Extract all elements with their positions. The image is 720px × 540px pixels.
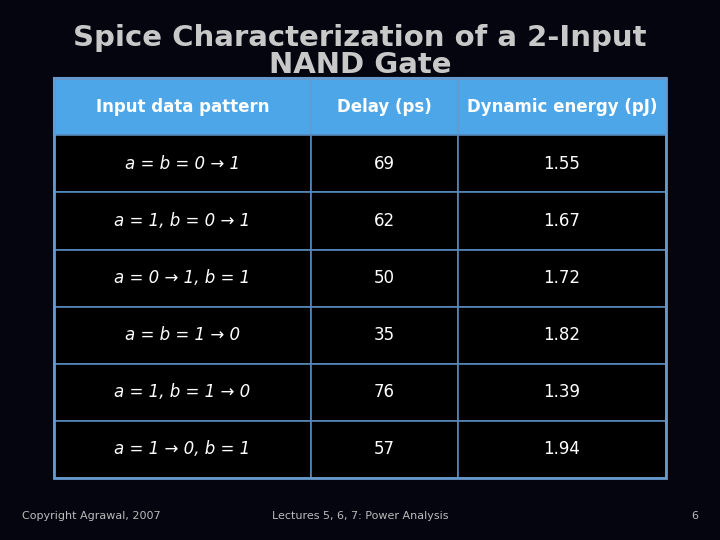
Text: 1.82: 1.82	[544, 326, 580, 344]
Text: 50: 50	[374, 269, 395, 287]
Text: 6: 6	[691, 511, 698, 521]
Bar	[311, 136, 458, 192]
Text: NAND Gate: NAND Gate	[269, 51, 451, 79]
Bar	[54, 307, 311, 364]
Bar	[311, 249, 458, 307]
Bar	[458, 307, 666, 364]
Text: a = b = 0 → 1: a = b = 0 → 1	[125, 155, 240, 173]
Bar	[458, 249, 666, 307]
Text: a = 0 → 1, b = 1: a = 0 → 1, b = 1	[114, 269, 251, 287]
Bar	[458, 78, 666, 136]
Bar	[458, 364, 666, 421]
Text: Input data pattern: Input data pattern	[96, 98, 269, 116]
Text: 62: 62	[374, 212, 395, 230]
Text: 69: 69	[374, 155, 395, 173]
Text: 1.55: 1.55	[544, 155, 580, 173]
Bar	[458, 136, 666, 192]
Bar	[311, 78, 458, 136]
Bar	[311, 192, 458, 249]
Bar	[458, 192, 666, 249]
Bar	[311, 364, 458, 421]
Bar	[54, 364, 311, 421]
Text: a = 1 → 0, b = 1: a = 1 → 0, b = 1	[114, 440, 251, 458]
Text: a = 1, b = 1 → 0: a = 1, b = 1 → 0	[114, 383, 251, 401]
Bar	[458, 421, 666, 478]
Text: 57: 57	[374, 440, 395, 458]
Text: Dynamic energy (pJ): Dynamic energy (pJ)	[467, 98, 657, 116]
Text: a = 1, b = 0 → 1: a = 1, b = 0 → 1	[114, 212, 251, 230]
Text: 1.39: 1.39	[544, 383, 580, 401]
Text: Spice Characterization of a 2-Input: Spice Characterization of a 2-Input	[73, 24, 647, 52]
Bar	[54, 249, 311, 307]
Text: 1.72: 1.72	[544, 269, 580, 287]
Bar	[54, 192, 311, 249]
Text: 76: 76	[374, 383, 395, 401]
Bar	[311, 307, 458, 364]
Text: 1.67: 1.67	[544, 212, 580, 230]
Bar	[54, 421, 311, 478]
Text: Copyright Agrawal, 2007: Copyright Agrawal, 2007	[22, 511, 161, 521]
Text: Delay (ps): Delay (ps)	[337, 98, 432, 116]
Text: 1.94: 1.94	[544, 440, 580, 458]
Bar	[54, 78, 666, 478]
Text: 35: 35	[374, 326, 395, 344]
Text: Lectures 5, 6, 7: Power Analysis: Lectures 5, 6, 7: Power Analysis	[271, 511, 449, 521]
Bar	[54, 78, 311, 136]
Bar	[311, 421, 458, 478]
Text: a = b = 1 → 0: a = b = 1 → 0	[125, 326, 240, 344]
Bar	[54, 136, 311, 192]
